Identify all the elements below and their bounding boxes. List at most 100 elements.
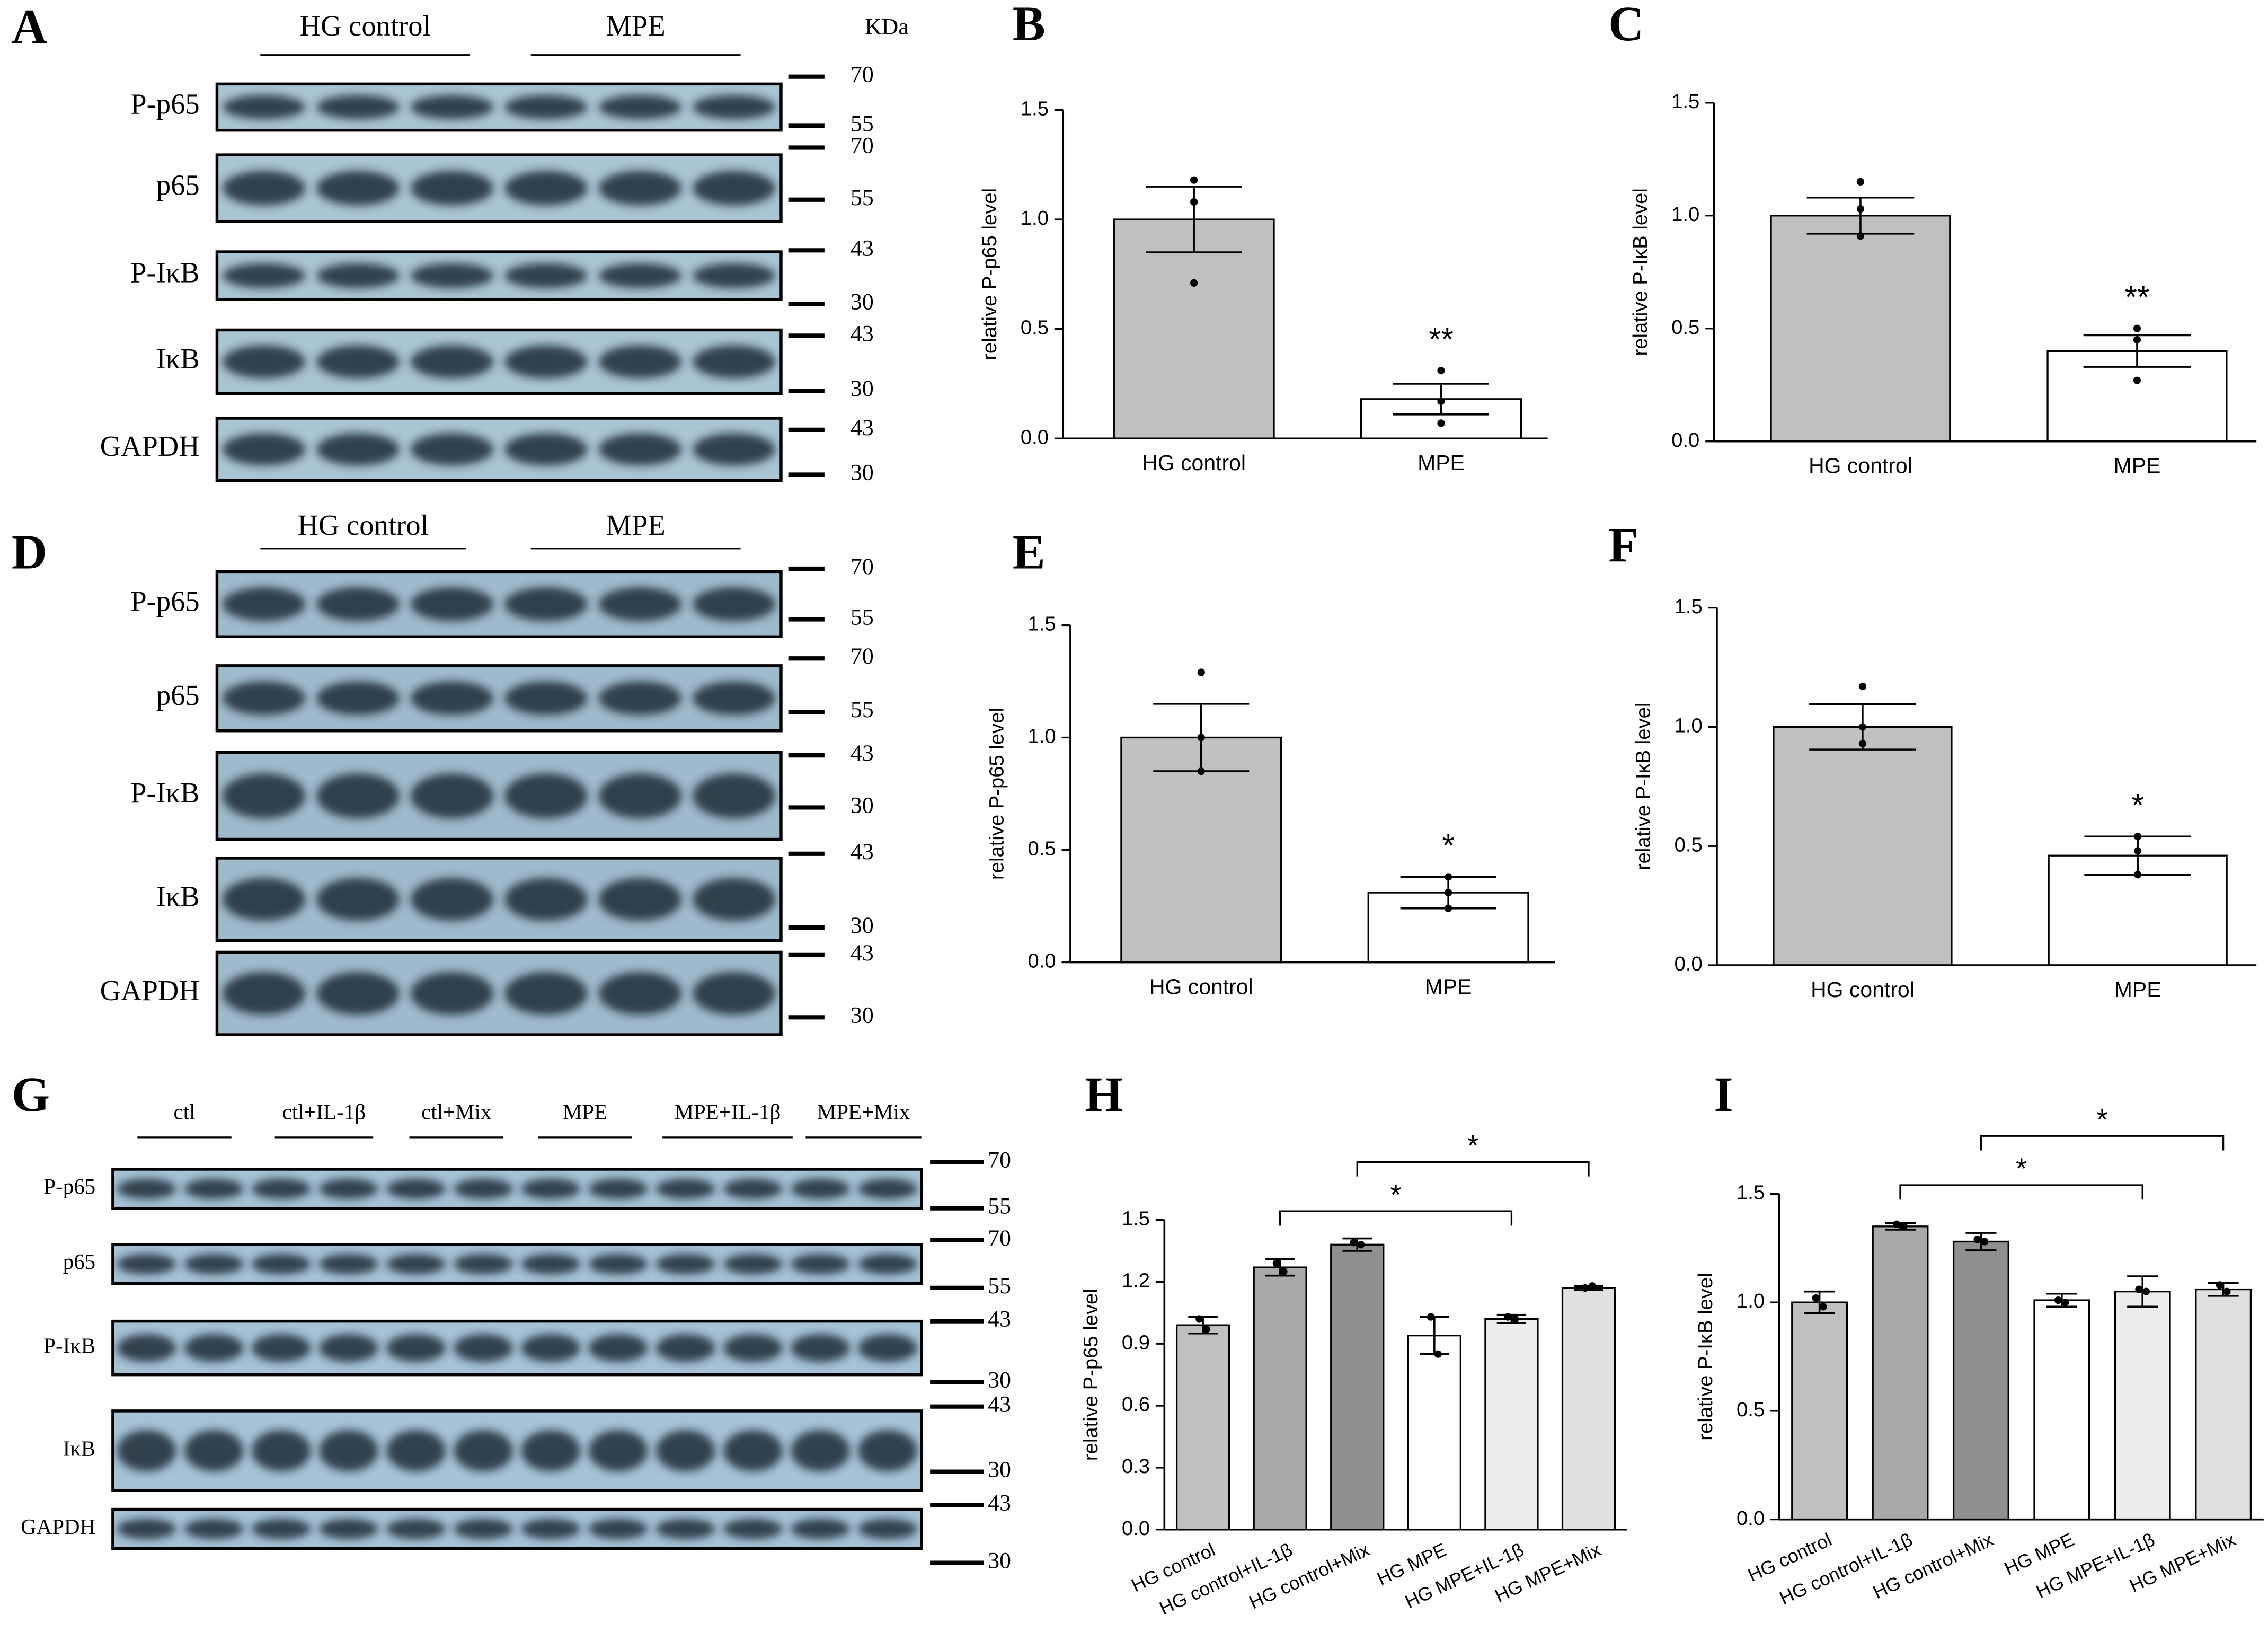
group-label: HG control: [300, 10, 431, 42]
blot-band: [316, 773, 400, 819]
marker-label: 43: [988, 1392, 1011, 1417]
blot-band: [858, 1430, 918, 1472]
bar: [2114, 1291, 2171, 1521]
data-point: [1190, 198, 1198, 206]
data-point: [1434, 1350, 1442, 1358]
y-tick-label: 1.2: [1122, 1269, 1150, 1292]
data-point: [1856, 205, 1865, 213]
significance-bracket: [1279, 1210, 1513, 1226]
blot-strip: [215, 82, 783, 132]
bar: [1872, 1225, 1929, 1521]
data-point: [2133, 376, 2141, 384]
y-tick-label: 0.5: [1021, 316, 1049, 339]
row-label: GAPDH: [100, 430, 200, 462]
row-label: P-p65: [130, 585, 199, 617]
row-label: IκB: [156, 880, 200, 912]
group-label: MPE+IL-1β: [675, 1100, 781, 1124]
blot-band: [454, 1254, 513, 1274]
y-axis-label: relative P-IκB level: [1694, 1273, 1717, 1440]
marker-label: 70: [850, 643, 874, 669]
blot-band: [693, 681, 776, 716]
y-axis-label: relative P-IκB level: [1632, 703, 1655, 870]
blot-band: [693, 773, 776, 819]
significance: *: [1442, 828, 1454, 863]
marker-label: 30: [850, 792, 874, 818]
data-point: [2135, 1285, 2143, 1293]
blot-band: [521, 1334, 581, 1362]
row-label: P-IκB: [130, 257, 200, 289]
blot-band: [598, 263, 681, 288]
y-axis-label: relative P-p65 level: [978, 188, 1001, 360]
blot-band: [316, 878, 400, 921]
marker-label: 70: [850, 62, 874, 87]
y-tick-label: 0.0: [1027, 950, 1056, 973]
y-tick-label: 0.0: [1021, 426, 1049, 448]
unit-label: KDa: [865, 14, 908, 40]
blot-band: [316, 972, 400, 1015]
panel-letter: E: [1013, 525, 1046, 579]
blot-band: [410, 433, 494, 466]
data-point: [1445, 888, 1452, 897]
panel-letter: A: [12, 0, 47, 54]
blot-band: [410, 587, 494, 621]
significance: *: [2131, 788, 2143, 823]
group-label: ctl+IL-1β: [282, 1100, 366, 1124]
blot-band: [223, 95, 306, 119]
blot-band: [251, 1519, 311, 1539]
x-tick-label: MPE: [2114, 977, 2161, 1002]
data-point: [1856, 178, 1865, 186]
group-label: MPE+Mix: [817, 1100, 910, 1124]
bar: [1773, 726, 1953, 966]
data-point: [2134, 871, 2142, 879]
marker-label: 43: [988, 1307, 1011, 1332]
marker-label: 43: [850, 940, 874, 966]
y-tick-label: 1.0: [1675, 714, 1703, 737]
data-point: [1858, 723, 1867, 731]
blot-band: [504, 263, 588, 288]
data-point: [1856, 232, 1865, 240]
significance: *: [1467, 1129, 1478, 1161]
blot-band: [598, 972, 681, 1015]
data-point: [2134, 847, 2142, 855]
row-label: p65: [156, 679, 200, 711]
x-tick-label: MPE: [1425, 975, 1472, 999]
y-axis-label: relative P-p65 level: [986, 708, 1008, 880]
y-tick-label: 1.0: [1671, 203, 1699, 226]
blot-band: [454, 1178, 513, 1199]
significance: *: [2096, 1103, 2107, 1135]
group-label: ctl+Mix: [421, 1100, 491, 1124]
blot-band: [655, 1430, 715, 1472]
marker-label: 55: [850, 605, 874, 630]
blot-band: [316, 263, 400, 288]
blot-band: [598, 171, 681, 206]
blot-band: [316, 587, 400, 621]
data-point: [1195, 1315, 1203, 1323]
y-tick-label: 0.6: [1122, 1393, 1150, 1416]
marker-label: 55: [988, 1194, 1011, 1219]
panel-letter: H: [1085, 1067, 1123, 1122]
row-label: GAPDH: [100, 974, 200, 1007]
data-point: [1437, 367, 1445, 375]
blot-band: [184, 1254, 244, 1274]
blot-band: [504, 773, 588, 819]
bar: [1484, 1318, 1539, 1531]
marker-label: 30: [850, 376, 874, 401]
data-point: [1511, 1315, 1519, 1323]
panel-letter: D: [12, 525, 47, 579]
y-tick-label: 0.0: [1671, 429, 1699, 452]
y-tick-label: 0.5: [1671, 316, 1699, 339]
data-point: [2133, 324, 2141, 332]
blot-band: [693, 95, 776, 119]
blot-band: [318, 1519, 378, 1539]
row-label: p65: [156, 169, 200, 201]
data-point: [1981, 1238, 1989, 1246]
blot-strip: [111, 1243, 923, 1285]
y-tick-label: 0.0: [1122, 1517, 1150, 1540]
y-tick-label: 0.5: [1737, 1398, 1765, 1421]
significance-bracket: [1980, 1135, 2225, 1151]
data-point: [1272, 1259, 1280, 1267]
blot-band: [504, 433, 588, 466]
marker-label: 30: [850, 913, 874, 938]
blot-strip: [215, 328, 783, 395]
data-point: [1350, 1239, 1358, 1247]
